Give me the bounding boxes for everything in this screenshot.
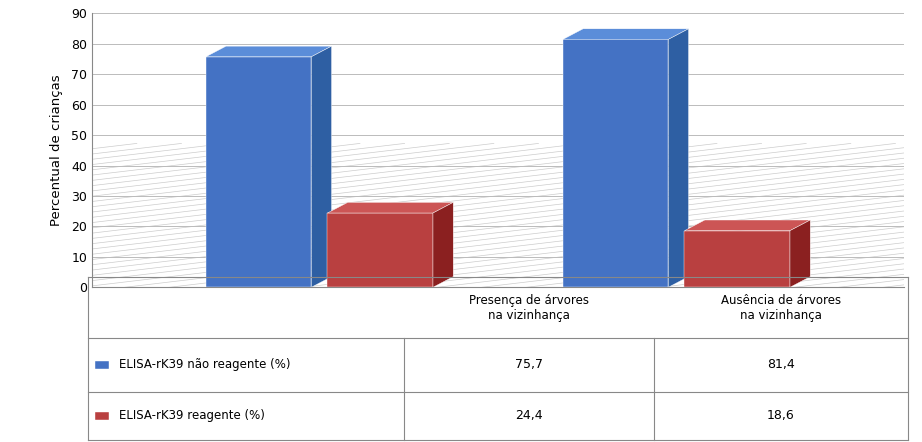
Bar: [95, 361, 110, 369]
Text: Ausência de árvores
na vizinhança: Ausência de árvores na vizinhança: [721, 293, 841, 322]
Polygon shape: [684, 220, 810, 231]
Polygon shape: [684, 231, 790, 287]
Text: Presença de árvores
na vizinhança: Presença de árvores na vizinhança: [468, 293, 588, 322]
Y-axis label: Percentual de crianças: Percentual de crianças: [50, 74, 63, 226]
Polygon shape: [327, 213, 433, 287]
Polygon shape: [433, 202, 454, 287]
Polygon shape: [562, 29, 689, 39]
Text: ELISA-rK39 reagente (%): ELISA-rK39 reagente (%): [119, 409, 265, 423]
Polygon shape: [206, 46, 332, 57]
Bar: [95, 412, 110, 420]
Text: 24,4: 24,4: [514, 409, 542, 423]
Text: 75,7: 75,7: [514, 358, 543, 371]
Polygon shape: [562, 39, 668, 287]
Polygon shape: [312, 46, 332, 287]
Polygon shape: [206, 57, 312, 287]
Text: 18,6: 18,6: [767, 409, 795, 423]
Polygon shape: [790, 220, 810, 287]
Text: 81,4: 81,4: [767, 358, 795, 371]
Polygon shape: [327, 202, 454, 213]
Polygon shape: [668, 29, 689, 287]
Text: ELISA-rK39 não reagente (%): ELISA-rK39 não reagente (%): [119, 358, 290, 371]
